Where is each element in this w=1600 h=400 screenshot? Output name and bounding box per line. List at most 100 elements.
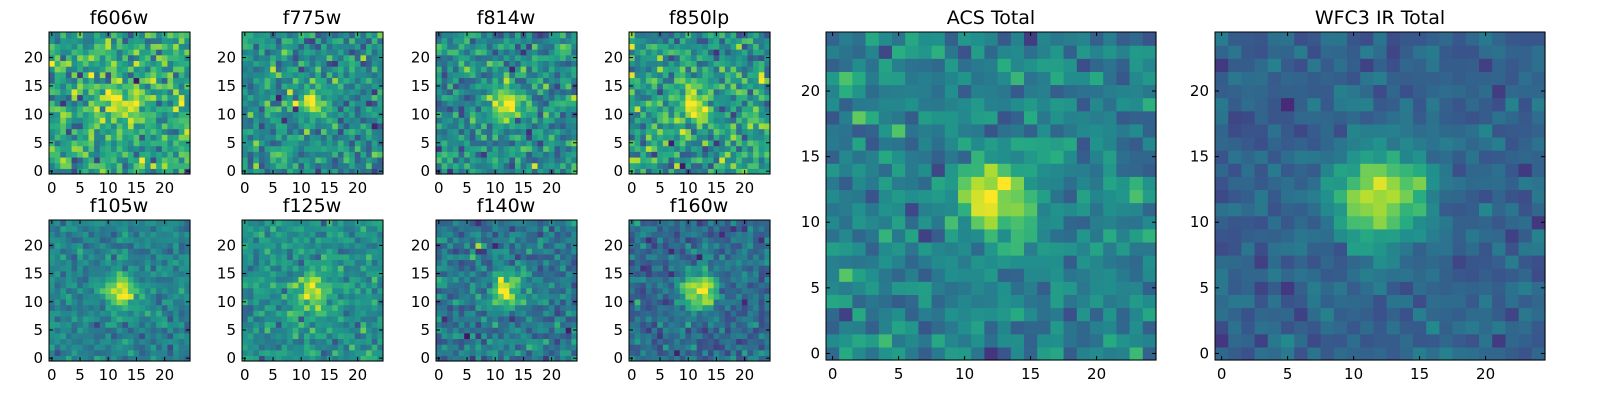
heatmap-cell [332, 253, 339, 261]
heatmap-cell [719, 77, 726, 84]
heatmap-cell [337, 242, 345, 249]
heatmap-cell [537, 310, 544, 317]
heatmap-cell [651, 327, 658, 334]
heatmap-cell [696, 117, 703, 124]
heatmap-cell [320, 77, 328, 84]
heatmap-cell [498, 253, 505, 261]
heatmap-cell [116, 32, 123, 39]
heatmap-cell [537, 332, 544, 340]
heatmap-cell [543, 236, 550, 244]
heatmap-cell [657, 122, 664, 130]
heatmap-cell [60, 168, 67, 175]
heatmap-cell [315, 134, 322, 141]
heatmap-cell [548, 134, 556, 141]
heatmap-cell [65, 117, 73, 124]
heatmap-cell [366, 327, 373, 334]
heatmap-cell [548, 43, 556, 50]
heatmap-cell [54, 37, 61, 44]
heatmap-cell [281, 338, 288, 345]
heatmap-cell [702, 54, 709, 61]
heatmap-cell [360, 248, 367, 255]
heatmap-cell [287, 327, 294, 334]
heatmap-cell [452, 134, 460, 141]
heatmap-cell [111, 66, 118, 73]
heatmap-cell [764, 151, 771, 158]
heatmap-cell [702, 88, 709, 96]
heatmap-cell [526, 248, 533, 255]
heatmap-cell [349, 83, 356, 90]
heatmap-cell [116, 100, 123, 107]
heatmap-cell [326, 282, 333, 289]
heatmap-cell [753, 88, 760, 96]
heatmap-cell [565, 77, 572, 84]
heatmap-cell [133, 298, 140, 306]
heatmap-cell [167, 128, 174, 135]
heatmap-cell [111, 304, 118, 311]
heatmap-cell [360, 54, 367, 61]
heatmap-cell [371, 134, 378, 141]
heatmap-cell [662, 117, 670, 124]
heatmap-cell [304, 122, 311, 130]
heatmap-cell [77, 259, 84, 266]
heatmap-cell [88, 54, 95, 61]
heatmap-cell [560, 242, 567, 249]
heatmap-cell [441, 287, 448, 294]
heatmap-cell [111, 168, 118, 175]
heatmap-cell [554, 49, 561, 56]
heatmap-cell [99, 338, 106, 345]
heatmap-cell [343, 105, 350, 113]
heatmap-cell [275, 66, 283, 73]
heatmap-cell [526, 168, 533, 175]
heatmap-cell [464, 265, 471, 272]
heatmap-cell [702, 282, 709, 289]
heatmap-cell [298, 66, 305, 73]
heatmap-cell [161, 304, 169, 311]
heatmap-cell [298, 43, 305, 50]
heatmap-cell [332, 156, 339, 164]
heatmap-cell [94, 231, 101, 238]
heatmap-cell [640, 37, 647, 44]
heatmap-cell [354, 162, 362, 169]
heatmap-cell [270, 151, 277, 158]
heatmap-cell [645, 122, 653, 130]
heatmap-cell [724, 304, 732, 311]
heatmap-cell [520, 287, 527, 294]
heatmap-cell [343, 77, 350, 84]
heatmap-cell [543, 162, 550, 169]
heatmap-cell [264, 66, 271, 73]
heatmap-cell [258, 83, 266, 90]
heatmap-cell [481, 111, 488, 118]
heatmap-cell [747, 156, 754, 164]
heatmap-cell [366, 349, 373, 356]
heatmap-cell [509, 332, 516, 340]
heatmap-cell [156, 282, 163, 289]
heatmap-cell [514, 253, 522, 261]
heatmap-cell [150, 151, 157, 158]
heatmap-cell [498, 349, 505, 356]
heatmap-cell [685, 37, 692, 44]
heatmap-cells [49, 220, 191, 362]
heatmap-cell [127, 225, 135, 232]
heatmap-cell [498, 168, 505, 175]
heatmap-cell [326, 151, 333, 158]
heatmap-cell [629, 122, 636, 130]
heatmap-cell [543, 298, 550, 306]
heatmap-cell [531, 156, 539, 164]
heatmap-cell [360, 88, 367, 96]
heatmap-cell [122, 293, 129, 300]
heatmap-cell [526, 83, 533, 90]
heatmap-cell [548, 122, 556, 130]
heatmap-cell [320, 134, 328, 141]
heatmap-cell [275, 310, 283, 317]
heatmap-cell [629, 49, 636, 56]
heatmap-cell [242, 236, 249, 244]
heatmap-cell [640, 321, 647, 328]
heatmap-cell [287, 242, 294, 249]
heatmap-cell [640, 49, 647, 56]
heatmap-cell [65, 248, 73, 255]
heatmap-cell [281, 355, 288, 362]
heatmap-cell [554, 77, 561, 84]
heatmap-cell [127, 282, 135, 289]
heatmap-cell [679, 332, 686, 340]
heatmap-cell [486, 355, 493, 362]
